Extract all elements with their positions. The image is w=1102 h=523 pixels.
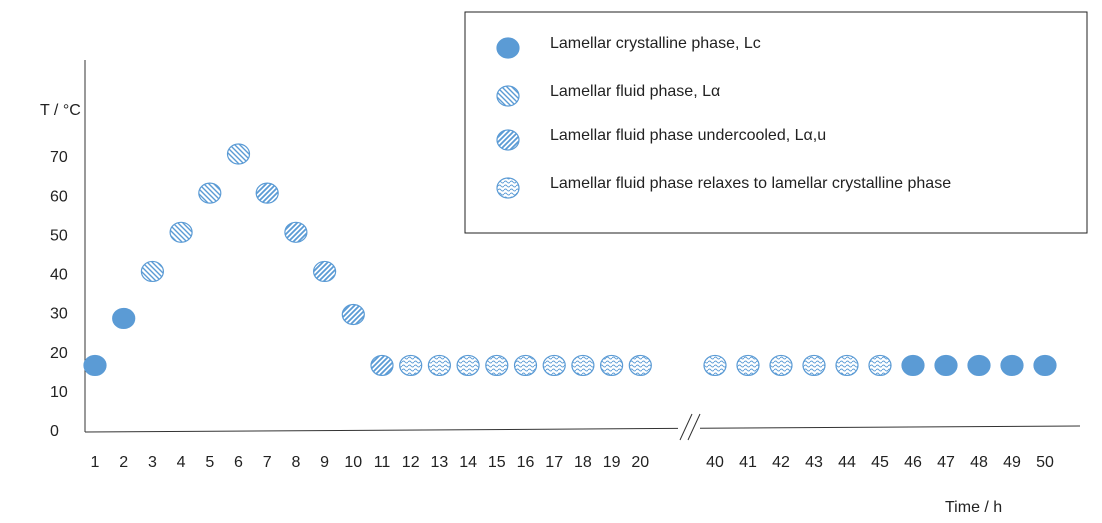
legend-marker [496,85,520,107]
x-tick-label: 7 [263,454,272,471]
x-tick-label: 2 [119,454,128,471]
point [341,303,365,326]
x-tick-label: 20 [631,454,649,471]
x-tick-label: 13 [431,454,449,471]
point [112,307,136,330]
legend-label: Lamellar fluid phase undercooled, Lα,u [550,127,826,144]
point [399,354,423,377]
point [835,354,859,377]
x-tick-label: 48 [970,454,988,471]
x-tick-label: 47 [937,454,955,471]
point [934,354,958,377]
x-tick-label: 5 [205,454,214,471]
point [571,354,595,377]
x-tick-label: 44 [838,454,856,471]
point [169,221,193,243]
point [427,354,451,377]
y-tick-label: 0 [50,423,59,440]
x-tick-label: 9 [320,454,329,471]
point [736,354,760,377]
point [542,354,566,377]
point [901,354,925,377]
legend-marker [496,129,520,151]
point [628,354,652,377]
x-tick-label: 11 [374,454,391,471]
point [703,354,727,377]
x-tick-label: 16 [517,454,535,471]
x-tick-label: 49 [1003,454,1021,471]
point [255,182,279,204]
y-tick-label: 10 [50,384,68,401]
y-tick-label: 70 [50,149,68,166]
x-tick-label: 40 [706,454,724,471]
x-tick-label: 12 [402,454,420,471]
legend-label: Lamellar fluid phase relaxes to lamellar… [550,175,951,192]
point [140,260,164,283]
point [599,354,624,377]
point [513,354,538,377]
y-tick-label: 60 [50,188,68,205]
point [485,354,509,377]
y-tick-label: 30 [50,306,68,323]
y-tick-label: 40 [50,267,68,284]
x-axis [84,425,1081,433]
x-tick-label: 3 [148,454,157,471]
legend-label: Lamellar crystalline phase, Lc [550,35,761,52]
x-tick-label: 17 [545,454,563,471]
point [226,143,251,165]
x-tick-label: 4 [177,454,186,471]
y-tick-label: 50 [50,227,68,244]
point [1000,354,1024,377]
x-tick-label: 19 [603,454,621,471]
point [198,182,222,204]
legend-box [464,11,1088,234]
point [802,354,826,377]
point [284,221,308,243]
point [370,354,394,377]
point [83,354,107,377]
x-axis-title: Time / h [945,499,1002,516]
point [769,354,793,377]
point [967,354,991,377]
x-tick-label: 45 [871,454,889,471]
x-tick-label: 50 [1036,454,1054,471]
legend-marker [496,37,520,59]
x-tick-label: 15 [488,454,506,471]
point [868,354,892,377]
point [1033,354,1057,377]
legend-label: Lamellar fluid phase, Lα [550,83,720,100]
point [313,260,337,283]
x-tick-label: 41 [739,454,757,471]
x-tick-label: 8 [291,454,300,471]
x-tick-label: 14 [459,454,477,471]
x-tick-label: 43 [805,454,823,471]
x-tick-label: 6 [234,454,243,471]
x-tick-label: 46 [904,454,922,471]
point [456,354,480,377]
x-tick-label: 1 [91,454,100,471]
axis-break [678,413,701,441]
legend-marker [496,177,520,199]
x-tick-label: 10 [344,454,362,471]
y-tick-label: 20 [50,345,68,362]
x-tick-label: 18 [574,454,592,471]
y-axis-title: T / °C [40,102,81,119]
x-tick-label: 42 [772,454,790,471]
